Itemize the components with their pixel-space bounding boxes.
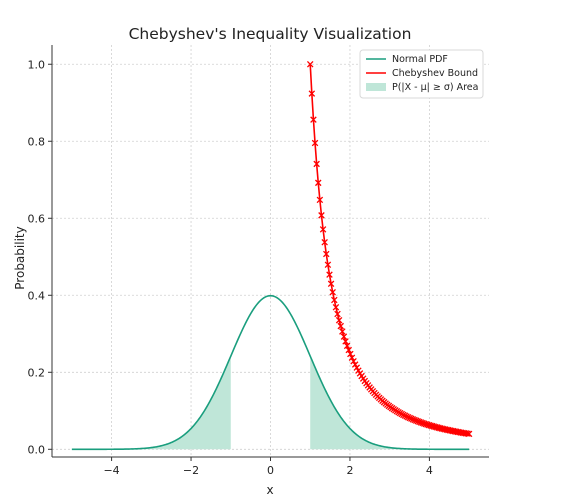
y-tick-label: 0.8 bbox=[28, 135, 46, 148]
chebyshev-point bbox=[334, 310, 341, 318]
chebyshev-point bbox=[310, 116, 317, 123]
chebyshev-point bbox=[316, 196, 324, 204]
chebyshev-point bbox=[313, 160, 320, 168]
legend-area-label: P(|X - μ| ≥ σ) Area bbox=[392, 82, 478, 93]
chebyshev-point bbox=[324, 261, 332, 269]
chebyshev-point bbox=[350, 357, 357, 365]
y-tick-label: 1.0 bbox=[28, 58, 46, 71]
y-axis-label: Probability bbox=[13, 226, 27, 289]
legend-box bbox=[359, 49, 484, 99]
chebyshev-point bbox=[331, 296, 338, 304]
chebyshev-point bbox=[343, 342, 351, 350]
x-axis-label: x bbox=[266, 483, 273, 497]
chebyshev-markers bbox=[306, 60, 473, 438]
chebyshev-point bbox=[337, 322, 344, 330]
chebyshev-point bbox=[345, 346, 353, 354]
legend-normal-label: Normal PDF bbox=[392, 54, 448, 65]
legend: Normal PDF Chebyshev Bound P(|X - μ| ≥ σ… bbox=[359, 49, 484, 99]
x-tick-label: −4 bbox=[103, 464, 119, 477]
tail-area bbox=[71, 356, 231, 450]
chebyshev-point bbox=[329, 288, 336, 296]
chebyshev-point bbox=[348, 354, 356, 361]
ticks: −4 −2 0 2 4 0.0 0.2 0.4 0.6 0.8 1.0 bbox=[28, 58, 433, 477]
tail-area-fills bbox=[71, 356, 470, 450]
chebyshev-point bbox=[326, 271, 333, 278]
legend-chebyshev-label: Chebyshev Bound bbox=[392, 68, 478, 79]
chebyshev-point bbox=[327, 280, 335, 288]
y-tick-label: 0.4 bbox=[28, 289, 46, 302]
chebyshev-point bbox=[321, 238, 328, 246]
normal-pdf-line bbox=[71, 294, 470, 451]
chebyshev-point bbox=[323, 250, 330, 258]
y-tick-label: 0.0 bbox=[28, 443, 46, 456]
chebyshev-point bbox=[464, 430, 471, 437]
x-tick-label: 4 bbox=[426, 464, 433, 477]
chebyshev-point bbox=[319, 226, 327, 233]
chebyshev-point bbox=[306, 60, 314, 68]
x-tick-label: 2 bbox=[346, 464, 353, 477]
chebyshev-point bbox=[339, 328, 346, 335]
chebyshev-point bbox=[465, 430, 473, 438]
tail-area bbox=[310, 356, 470, 450]
chebyshev-point bbox=[308, 90, 316, 97]
x-tick-label: −2 bbox=[183, 464, 199, 477]
chebyshev-point bbox=[335, 316, 343, 324]
chebyshev-point bbox=[342, 338, 349, 345]
legend-area-swatch bbox=[366, 83, 386, 91]
chebyshev-point bbox=[351, 361, 359, 368]
chart-title: Chebyshev's Inequality Visualization bbox=[129, 25, 412, 43]
chebyshev-point bbox=[318, 212, 325, 219]
chebyshev-point bbox=[340, 333, 348, 340]
chebyshev-point bbox=[311, 139, 319, 147]
y-tick-label: 0.2 bbox=[28, 366, 46, 379]
x-tick-label: 0 bbox=[267, 464, 274, 477]
y-tick-label: 0.6 bbox=[28, 212, 46, 225]
chebyshev-point bbox=[332, 304, 340, 311]
chebyshev-point bbox=[314, 179, 322, 187]
chebyshev-point bbox=[347, 350, 354, 358]
